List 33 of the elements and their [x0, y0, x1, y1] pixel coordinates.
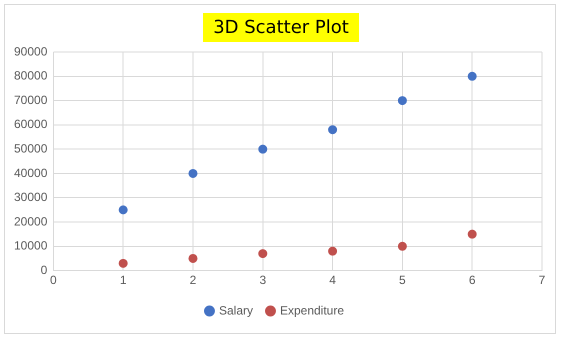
x-tick-label: 0	[50, 273, 58, 288]
y-tick-label: 0	[40, 262, 48, 277]
point	[118, 258, 128, 268]
y-tick-label: 20000	[14, 214, 48, 228]
point	[328, 246, 338, 256]
y-tick-label: 90000	[14, 44, 48, 58]
x-tick-label: 4	[329, 273, 336, 288]
x-tick-label: 6	[468, 273, 476, 288]
x-tick-label: 3	[259, 273, 266, 288]
x-tick-label: 1	[120, 273, 127, 288]
x-tick-label: 2	[190, 273, 197, 288]
point	[188, 168, 198, 178]
y-tick-label: 50000	[14, 141, 48, 156]
point	[468, 230, 477, 239]
y-tick-label: 10000	[14, 238, 48, 253]
point	[258, 144, 268, 154]
point	[188, 254, 198, 263]
point	[398, 96, 407, 106]
x-tick-label: 5	[399, 273, 406, 288]
y-tick-label: 30000	[14, 190, 48, 204]
point	[468, 72, 477, 81]
point	[118, 205, 128, 214]
y-tick-label: 60000	[14, 117, 48, 132]
x-tick-label: 7	[538, 273, 546, 288]
point	[328, 125, 338, 134]
point	[398, 242, 407, 251]
chart-title: 3D Scatter Plot	[203, 13, 359, 42]
legend-label: Expenditure	[280, 303, 344, 318]
y-tick-label: 40000	[14, 166, 48, 180]
y-tick-label: 70000	[14, 92, 48, 107]
legend-label: Salary	[218, 303, 253, 318]
y-tick-label: 80000	[14, 68, 48, 83]
point	[258, 249, 268, 258]
